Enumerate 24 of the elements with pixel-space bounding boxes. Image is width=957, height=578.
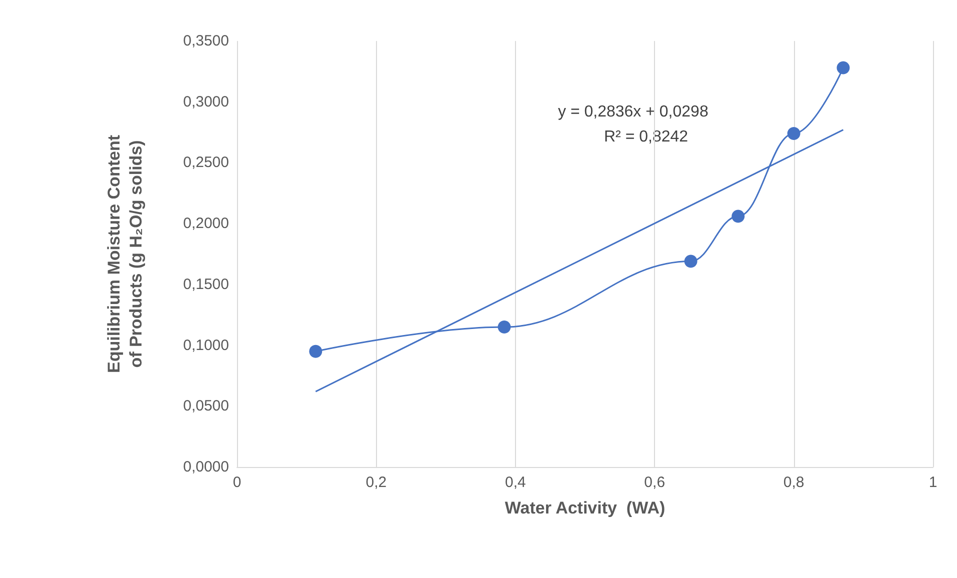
x-tick-label: 0,8 (783, 474, 804, 491)
point (498, 320, 511, 334)
y-axis-title: Equilibrium Moisture Content of Products (g H₂O/g solids) (104, 134, 146, 373)
point (787, 127, 800, 140)
y-tick-label: 0,3500 (183, 32, 229, 50)
point (732, 210, 745, 223)
point (684, 254, 698, 268)
annotation: y = 0,2836x + 0,0298 (558, 104, 708, 120)
y-tick-label: 0,0000 (183, 458, 229, 476)
x-tick-label: 0 (232, 474, 242, 491)
x-axis-title: Water Activity (WA) (504, 498, 666, 518)
point (309, 344, 322, 358)
annotation: R² = 0,8242 (604, 128, 688, 146)
y-tick-label: 0,3000 (183, 93, 229, 110)
y-tick-label: 0,2500 (183, 154, 229, 172)
y-tick-label: 0,1000 (183, 336, 229, 354)
y-tick-label: 0,0500 (183, 398, 229, 415)
point (836, 61, 850, 74)
y-tick-label: 0,1500 (183, 276, 229, 293)
x-tick-label: 0,4 (504, 474, 526, 491)
x-tick-label: 0,6 (644, 474, 666, 491)
x-tick-label: 1 (928, 474, 938, 491)
x-tick-label: 0,2 (366, 474, 387, 491)
y-tick-label: 0,2000 (183, 215, 229, 232)
